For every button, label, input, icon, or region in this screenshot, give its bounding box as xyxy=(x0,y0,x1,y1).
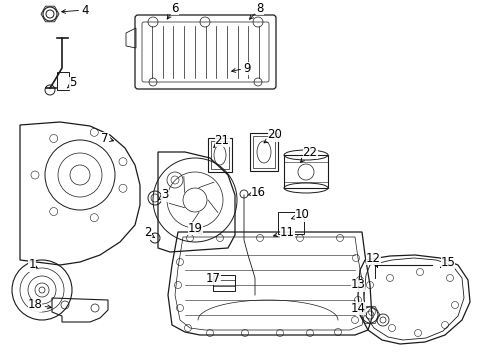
Text: 11: 11 xyxy=(273,225,294,238)
Text: 6: 6 xyxy=(167,1,179,19)
Text: 14: 14 xyxy=(350,302,366,315)
Text: 17: 17 xyxy=(205,271,220,284)
Bar xyxy=(210,141,228,169)
Text: 22: 22 xyxy=(300,145,317,162)
Text: 15: 15 xyxy=(440,256,454,269)
Bar xyxy=(249,133,278,171)
Bar xyxy=(252,136,274,168)
Text: 1: 1 xyxy=(28,258,37,271)
Text: 13: 13 xyxy=(350,279,365,292)
Text: 16: 16 xyxy=(247,185,265,198)
Text: 5: 5 xyxy=(67,77,77,90)
Text: 20: 20 xyxy=(264,129,282,143)
Bar xyxy=(57,72,69,90)
Bar xyxy=(213,280,235,286)
Text: 10: 10 xyxy=(291,208,309,221)
Text: 4: 4 xyxy=(61,4,88,17)
Text: 3: 3 xyxy=(159,189,168,202)
Text: 19: 19 xyxy=(187,221,202,235)
Bar xyxy=(284,155,327,188)
Text: 21: 21 xyxy=(213,134,229,147)
Bar xyxy=(213,275,235,291)
Text: 2: 2 xyxy=(144,226,154,239)
Text: 12: 12 xyxy=(365,252,380,267)
Text: 7: 7 xyxy=(101,131,113,144)
Text: 9: 9 xyxy=(231,62,250,75)
Bar xyxy=(278,212,304,234)
Text: 8: 8 xyxy=(249,1,263,19)
Bar xyxy=(207,138,231,172)
Text: 18: 18 xyxy=(27,298,51,311)
